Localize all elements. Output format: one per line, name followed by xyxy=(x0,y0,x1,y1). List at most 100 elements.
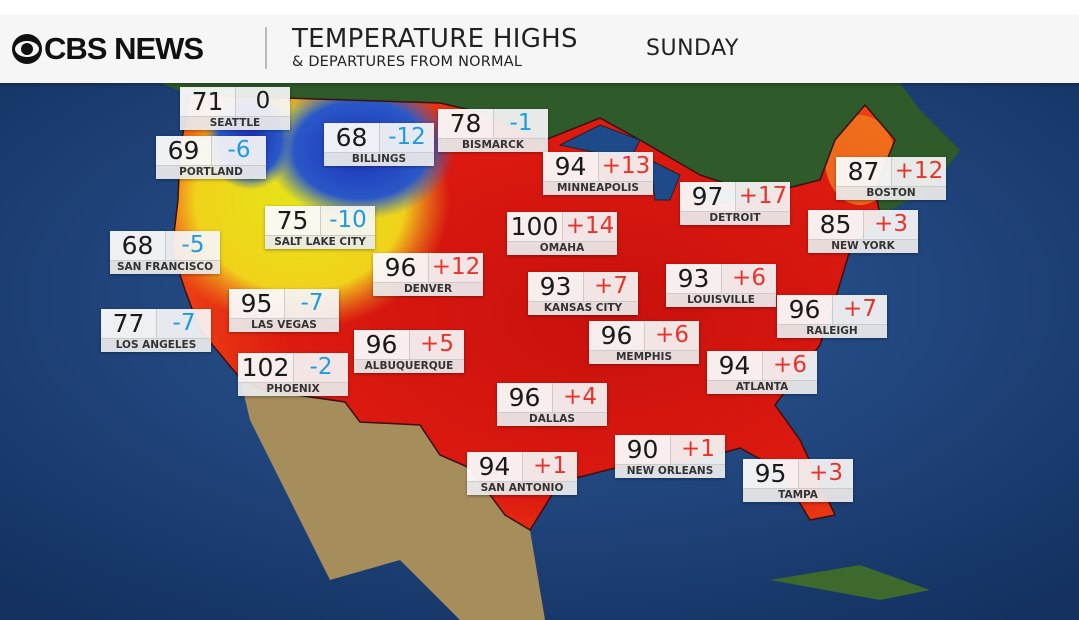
temperature-row: 94 +6 xyxy=(707,351,817,380)
high-temperature: 96 xyxy=(497,383,553,412)
high-temperature: 85 xyxy=(808,210,864,239)
temperature-row: 94 +13 xyxy=(543,152,653,181)
high-temperature: 93 xyxy=(528,272,584,301)
temperature-row: 93 +6 xyxy=(666,264,776,293)
departure-from-normal: +7 xyxy=(584,272,638,301)
high-temperature: 96 xyxy=(373,253,429,282)
city-name: PHOENIX xyxy=(238,382,348,396)
graphic-subtitle: & DEPARTURES FROM NORMAL xyxy=(292,54,523,70)
city-name: DETROIT xyxy=(680,211,790,225)
day-label: SUNDAY xyxy=(646,36,739,61)
departure-from-normal: 0 xyxy=(236,87,290,116)
departure-from-normal: +12 xyxy=(892,157,946,186)
city-label: 95 -7 LAS VEGAS xyxy=(229,289,339,332)
departure-from-normal: -10 xyxy=(321,206,375,235)
departure-from-normal: +1 xyxy=(523,452,577,481)
high-temperature: 93 xyxy=(666,264,722,293)
cuba-land xyxy=(770,565,930,600)
departure-from-normal: +1 xyxy=(671,435,725,464)
temperature-row: 87 +12 xyxy=(836,157,946,186)
top-margin xyxy=(0,0,1079,15)
temperature-row: 96 +6 xyxy=(589,321,699,350)
city-label: 93 +7 KANSAS CITY xyxy=(528,272,638,315)
city-name: ALBUQUERQUE xyxy=(354,359,464,373)
city-name: PORTLAND xyxy=(156,165,266,179)
city-name: MINNEAPOLIS xyxy=(543,181,653,195)
city-label: 94 +1 SAN ANTONIO xyxy=(467,452,577,495)
city-label: 94 +13 MINNEAPOLIS xyxy=(543,152,653,195)
high-temperature: 102 xyxy=(238,353,294,382)
city-label: 96 +7 RALEIGH xyxy=(777,295,887,338)
departure-from-normal: -7 xyxy=(157,309,211,338)
city-label: 69 -6 PORTLAND xyxy=(156,136,266,179)
city-label: 77 -7 LOS ANGELES xyxy=(101,309,211,352)
city-label: 100 +14 OMAHA xyxy=(507,212,617,255)
temperature-row: 95 +3 xyxy=(743,459,853,488)
city-name: ATLANTA xyxy=(707,380,817,394)
city-name: RALEIGH xyxy=(777,324,887,338)
temperature-row: 68 -5 xyxy=(110,231,220,260)
city-name: BISMARCK xyxy=(438,138,548,152)
high-temperature: 94 xyxy=(467,452,523,481)
temperature-row: 96 +5 xyxy=(354,330,464,359)
city-label: 94 +6 ATLANTA xyxy=(707,351,817,394)
high-temperature: 75 xyxy=(265,206,321,235)
departure-from-normal: +7 xyxy=(833,295,887,324)
city-name: SAN FRANCISCO xyxy=(110,260,220,274)
city-name: TAMPA xyxy=(743,488,853,502)
departure-from-normal: +17 xyxy=(736,182,790,211)
high-temperature: 90 xyxy=(615,435,671,464)
city-name: DALLAS xyxy=(497,412,607,426)
city-name: BILLINGS xyxy=(324,152,434,166)
header-divider xyxy=(265,27,267,69)
city-label: 95 +3 TAMPA xyxy=(743,459,853,502)
high-temperature: 71 xyxy=(180,87,236,116)
temperature-row: 100 +14 xyxy=(507,212,617,241)
temperature-row: 69 -6 xyxy=(156,136,266,165)
departure-from-normal: +3 xyxy=(864,210,918,239)
temperature-row: 102 -2 xyxy=(238,353,348,382)
departure-from-normal: +4 xyxy=(553,383,607,412)
temperature-row: 93 +7 xyxy=(528,272,638,301)
cbs-news-logo: CBS NEWS xyxy=(12,31,204,66)
city-name: LOS ANGELES xyxy=(101,338,211,352)
temperature-row: 71 0 xyxy=(180,87,290,116)
high-temperature: 94 xyxy=(707,351,763,380)
departure-from-normal: -5 xyxy=(166,231,220,260)
city-label: 96 +4 DALLAS xyxy=(497,383,607,426)
high-temperature: 96 xyxy=(354,330,410,359)
departure-from-normal: -1 xyxy=(494,109,548,138)
header-bar: CBS NEWS TEMPERATURE HIGHS & DEPARTURES … xyxy=(0,15,1079,83)
graphic-title: TEMPERATURE HIGHS xyxy=(292,24,578,54)
high-temperature: 96 xyxy=(777,295,833,324)
departure-from-normal: -2 xyxy=(294,353,348,382)
temperature-row: 96 +12 xyxy=(373,253,483,282)
high-temperature: 95 xyxy=(229,289,285,318)
city-label: 68 -5 SAN FRANCISCO xyxy=(110,231,220,274)
temperature-row: 94 +1 xyxy=(467,452,577,481)
city-label: 85 +3 NEW YORK xyxy=(808,210,918,253)
high-temperature: 78 xyxy=(438,109,494,138)
city-label: 96 +12 DENVER xyxy=(373,253,483,296)
departure-from-normal: -7 xyxy=(285,289,339,318)
high-temperature: 95 xyxy=(743,459,799,488)
city-name: LAS VEGAS xyxy=(229,318,339,332)
city-label: 75 -10 SALT LAKE CITY xyxy=(265,206,375,249)
departure-from-normal: +13 xyxy=(599,152,653,181)
city-label: 93 +6 LOUISVILLE xyxy=(666,264,776,307)
city-name: SAN ANTONIO xyxy=(467,481,577,495)
city-label: 96 +5 ALBUQUERQUE xyxy=(354,330,464,373)
temperature-row: 96 +4 xyxy=(497,383,607,412)
departure-from-normal: +6 xyxy=(645,321,699,350)
departure-from-normal: +6 xyxy=(763,351,817,380)
brand-name: CBS NEWS xyxy=(44,31,204,66)
city-label: 102 -2 PHOENIX xyxy=(238,353,348,396)
departure-from-normal: +3 xyxy=(799,459,853,488)
departure-from-normal: +5 xyxy=(410,330,464,359)
city-name: NEW YORK xyxy=(808,239,918,253)
temperature-row: 78 -1 xyxy=(438,109,548,138)
temperature-row: 97 +17 xyxy=(680,182,790,211)
cbs-eye-icon xyxy=(12,34,42,64)
city-label: 90 +1 NEW ORLEANS xyxy=(615,435,725,478)
city-name: DENVER xyxy=(373,282,483,296)
